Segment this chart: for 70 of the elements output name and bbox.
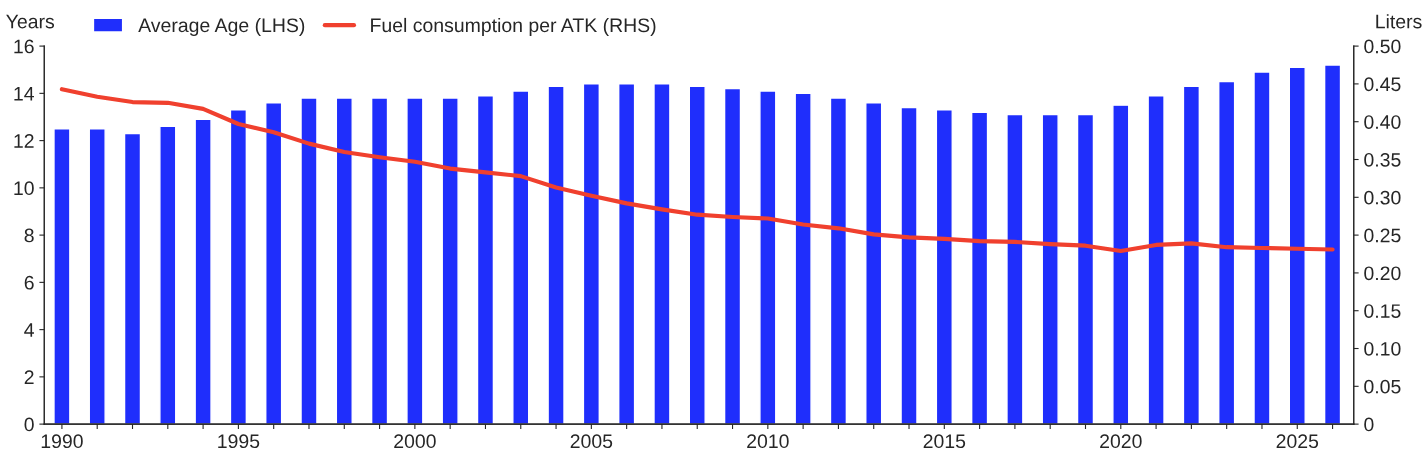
bar: [1041, 113, 1059, 425]
y2-tick-label: 0.05: [1364, 379, 1401, 394]
y2-tick-label: 0: [1364, 417, 1374, 432]
bar: [900, 106, 918, 425]
x-tick-label: 2005: [570, 434, 613, 449]
x-tick-label: 1995: [218, 434, 260, 449]
bar: [159, 125, 177, 425]
legend-label: Average Age (LHS): [138, 17, 305, 37]
bar: [935, 109, 953, 425]
bar: [970, 111, 989, 425]
x-tick-label: 2000: [394, 434, 436, 449]
y2-tick-label: 0.35: [1364, 152, 1401, 167]
bar: [194, 118, 212, 425]
y2-tick-label: 0.25: [1364, 228, 1401, 243]
bar: [1323, 64, 1342, 425]
legend-label: Fuel consumption per ATK (RHS): [371, 17, 656, 37]
bar: [1253, 71, 1271, 425]
line-series: [59, 87, 1335, 254]
x-tick-label: 2010: [747, 434, 789, 449]
x-tick-label: 2015: [923, 434, 966, 449]
y-tick-label: 0: [24, 417, 34, 432]
x-tick-label: 2020: [1100, 434, 1142, 449]
y2-tick-label: 0.15: [1364, 304, 1401, 318]
bar: [53, 128, 71, 425]
y-tick-label: 4: [24, 323, 34, 337]
bar: [547, 85, 565, 425]
bar: [406, 97, 424, 425]
bar: [1218, 80, 1236, 425]
bar: [865, 102, 883, 425]
bar: [370, 97, 389, 425]
bar: [88, 128, 106, 425]
y-tick-label: 14: [14, 87, 34, 101]
y2-tick-label: 0.45: [1364, 77, 1401, 92]
y-tick-label: 16: [14, 39, 34, 54]
bar: [829, 97, 848, 425]
x-tick-label: 2025: [1276, 434, 1319, 449]
bar: [441, 97, 459, 425]
y-axis-title: Years: [6, 14, 55, 29]
bar: [688, 85, 706, 425]
y2-axis-title: Liters: [1376, 14, 1422, 29]
y-tick-label: 8: [24, 228, 34, 243]
y-tick-label: 6: [24, 275, 34, 290]
bar: [759, 90, 777, 425]
y2-tick-label: 0.50: [1364, 39, 1401, 54]
y-tick-label: 10: [14, 181, 34, 196]
bar: [1147, 95, 1165, 425]
bar: [582, 83, 600, 425]
bar: [618, 83, 636, 425]
y2-tick-label: 0.10: [1364, 341, 1401, 356]
bar: [1076, 113, 1095, 425]
bar: [653, 83, 671, 425]
bar: [1182, 85, 1201, 425]
bar: [265, 102, 283, 425]
bar: [123, 132, 142, 425]
y-tick-label: 12: [14, 134, 34, 148]
bar: [335, 97, 353, 425]
y-tick-label: 2: [24, 370, 34, 384]
bar: [1006, 113, 1024, 425]
bar: [1288, 66, 1306, 425]
y2-tick-label: 0.40: [1364, 115, 1401, 129]
bar: [476, 95, 495, 425]
bar: [794, 92, 812, 425]
bar: [1112, 104, 1130, 425]
x-tick-label: 1990: [41, 434, 83, 449]
bar: [300, 97, 318, 425]
y2-tick-label: 0.20: [1364, 266, 1401, 281]
bar: [723, 87, 742, 425]
bar: [512, 90, 530, 425]
bar: [229, 109, 248, 425]
y2-tick-label: 0.30: [1364, 190, 1401, 205]
